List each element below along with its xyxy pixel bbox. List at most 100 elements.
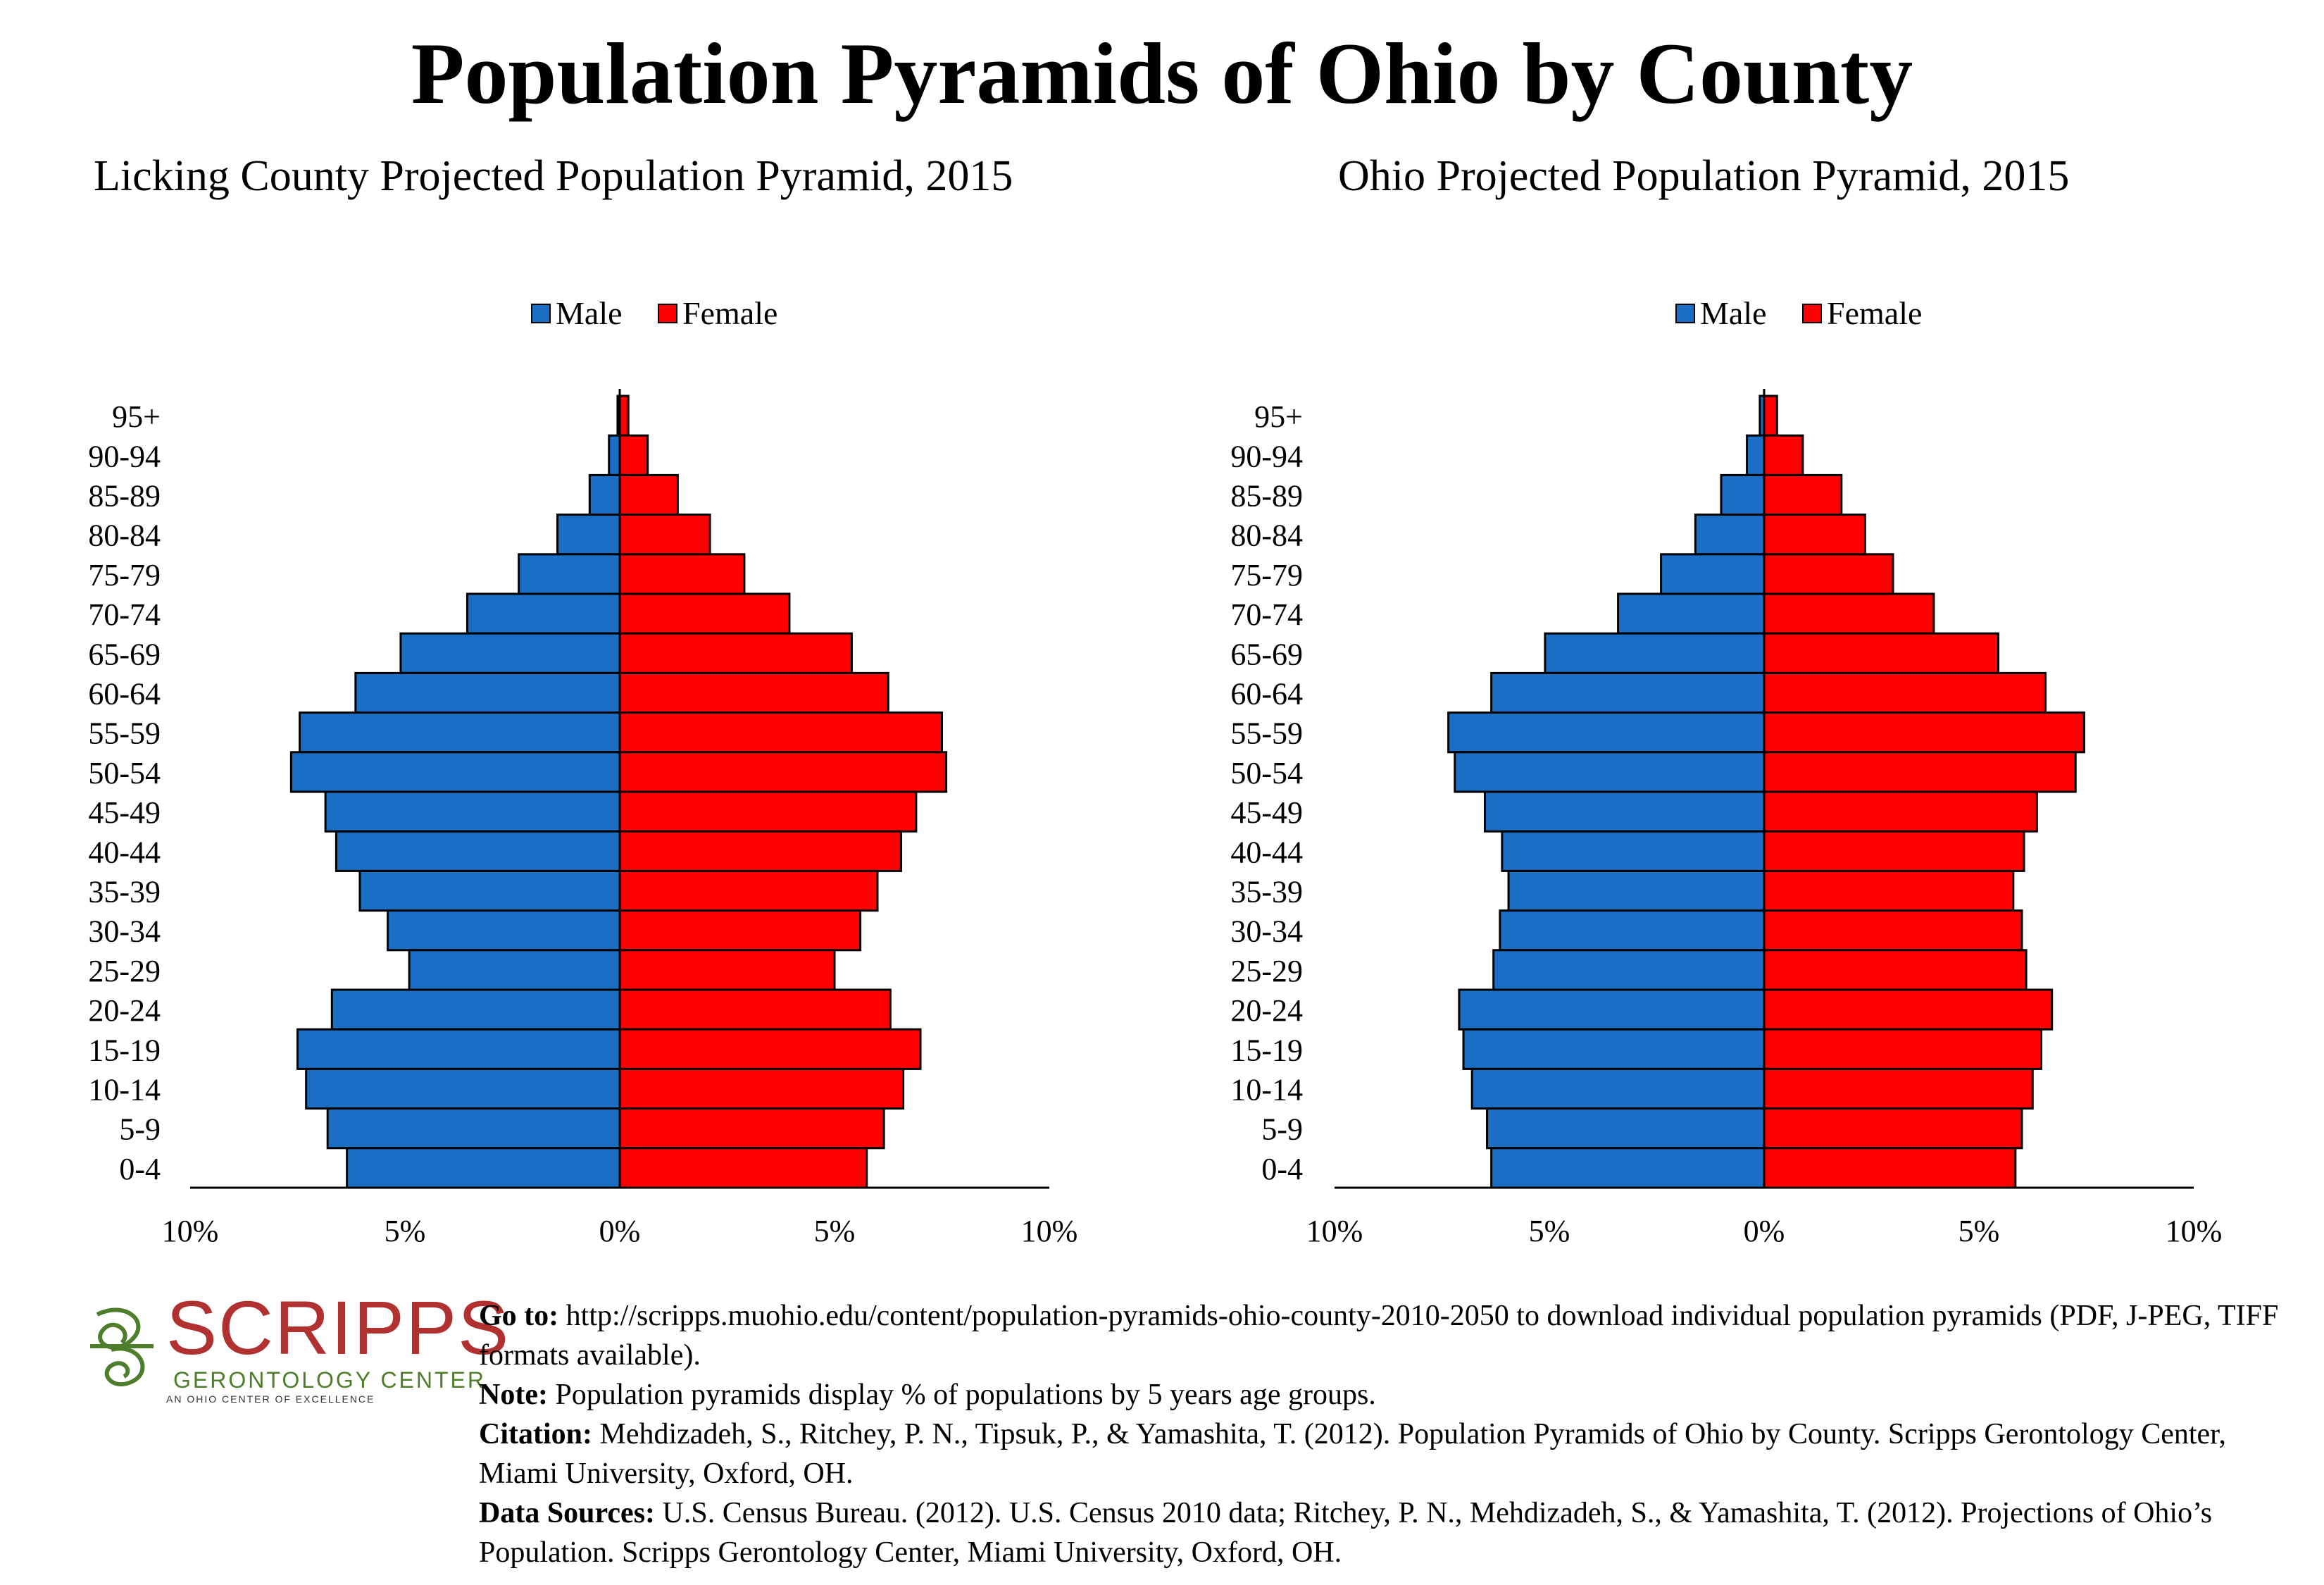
chart-1-x-tick-label: 5% bbox=[385, 1214, 426, 1248]
chart-2-bar-female-20-24 bbox=[1763, 988, 2054, 1031]
chart-2-age-label: 0-4 bbox=[1261, 1152, 1303, 1186]
logo-swirl-icon bbox=[90, 1307, 154, 1387]
chart-2-age-label: 25-29 bbox=[1230, 954, 1303, 988]
sources-label: Data Sources: bbox=[479, 1497, 656, 1529]
chart-2-bar-male-35-39 bbox=[1507, 869, 1766, 912]
chart-1-bar-female-90-94 bbox=[618, 434, 649, 476]
chart-2-age-label: 70-74 bbox=[1230, 597, 1303, 632]
chart-2-age-label: 65-69 bbox=[1230, 637, 1303, 671]
chart-2-legend-label-male: Male bbox=[1700, 295, 1767, 331]
chart-1-bar-female-75-79 bbox=[618, 553, 746, 595]
chart-2-x-tick-label: 5% bbox=[1529, 1214, 1570, 1248]
chart-1-bar-male-15-19 bbox=[296, 1028, 621, 1070]
chart-1-bar-male-70-74 bbox=[466, 592, 621, 635]
footer-goto: Go to: http://scripps.muohio.edu/content… bbox=[479, 1296, 2303, 1375]
chart-2-x-tick-label: 10% bbox=[1306, 1214, 1363, 1248]
chart-1-bar-female-85-89 bbox=[618, 473, 679, 516]
chart-1-age-label: 50-54 bbox=[88, 756, 161, 790]
chart-1-bar-female-20-24 bbox=[618, 988, 892, 1031]
chart-1-age-label: 15-19 bbox=[88, 1033, 161, 1067]
chart-1-title: Licking County Projected Population Pyra… bbox=[94, 152, 1013, 200]
chart-1-age-label: 85-89 bbox=[88, 479, 161, 514]
chart-1-x-tick-label: 10% bbox=[162, 1214, 219, 1248]
chart-1-bar-female-80-84 bbox=[618, 514, 711, 556]
chart-1-age-label: 25-29 bbox=[88, 954, 161, 988]
chart-1-bar-female-5-9 bbox=[618, 1107, 885, 1150]
chart-2-bar-male-20-24 bbox=[1458, 988, 1766, 1031]
chart-2-bar-female-65-69 bbox=[1763, 632, 1999, 674]
chart-2-age-label: 30-34 bbox=[1230, 914, 1303, 949]
chart-1-age-label: 40-44 bbox=[88, 835, 161, 869]
chart-2-age-label: 85-89 bbox=[1230, 479, 1303, 514]
goto-text: http://scripps.muohio.edu/content/popula… bbox=[479, 1300, 2279, 1372]
chart-2-title: Ohio Projected Population Pyramid, 2015 bbox=[1338, 152, 2069, 200]
chart-1-legend-label-male: Male bbox=[556, 295, 623, 331]
chart-1-bar-female-10-14 bbox=[618, 1067, 905, 1110]
chart-2-bar-female-95+ bbox=[1763, 394, 1778, 437]
chart-2-legend-swatch-male bbox=[1675, 304, 1695, 323]
chart-1-age-label: 90-94 bbox=[88, 439, 161, 473]
chart-1-age-label: 45-49 bbox=[88, 795, 161, 830]
chart-1-bar-male-40-44 bbox=[335, 830, 621, 872]
chart-2-bar-female-70-74 bbox=[1763, 592, 1935, 635]
chart-2-age-label: 45-49 bbox=[1230, 795, 1303, 830]
chart-2-bar-female-75-79 bbox=[1763, 553, 1894, 595]
chart-2-x-tick-label: 0% bbox=[1744, 1214, 1785, 1248]
chart-1-bar-female-95+ bbox=[618, 394, 630, 437]
chart-1-legend-label-female: Female bbox=[682, 295, 777, 331]
chart-2-age-label: 40-44 bbox=[1230, 835, 1303, 869]
logo-name: SCRIPPS bbox=[166, 1285, 511, 1370]
chart-2-bar-male-65-69 bbox=[1544, 632, 1766, 674]
chart-2-bar-male-5-9 bbox=[1486, 1107, 1766, 1150]
chart-2-bar-male-15-19 bbox=[1462, 1028, 1766, 1070]
chart-2-bar-female-85-89 bbox=[1763, 473, 1843, 516]
chart-2-age-label: 15-19 bbox=[1230, 1033, 1303, 1067]
chart-2-age-label: 75-79 bbox=[1230, 558, 1303, 592]
chart-2-age-label: 10-14 bbox=[1230, 1073, 1303, 1107]
citation-text: Mehdizadeh, S., Ritchey, P. N., Tipsuk, … bbox=[479, 1418, 2226, 1490]
chart-1-bar-female-15-19 bbox=[618, 1028, 922, 1070]
chart-1-bar-male-5-9 bbox=[326, 1107, 621, 1150]
chart-1-legend-swatch-female bbox=[658, 304, 677, 323]
chart-1-age-label: 30-34 bbox=[88, 914, 161, 949]
chart-2-bar-female-15-19 bbox=[1763, 1028, 2042, 1070]
chart-2-bar-male-70-74 bbox=[1617, 592, 1766, 635]
chart-1-bar-male-85-89 bbox=[588, 473, 621, 516]
chart-2-bar-female-55-59 bbox=[1763, 711, 2085, 754]
main-title: Population Pyramids of Ohio by County bbox=[411, 25, 1913, 122]
chart-1-bar-male-45-49 bbox=[324, 790, 621, 833]
chart-1-age-label: 75-79 bbox=[88, 558, 161, 592]
scripps-logo: SCRIPPS GERONTOLOGY CENTER AN OHIO CENTE… bbox=[83, 1289, 508, 1405]
chart-1-bar-male-60-64 bbox=[354, 671, 621, 714]
chart-1-bar-male-30-34 bbox=[387, 909, 621, 952]
chart-1-age-label: 70-74 bbox=[88, 597, 161, 632]
chart-1-bar-female-50-54 bbox=[618, 751, 948, 793]
chart-1-bar-female-25-29 bbox=[618, 949, 836, 991]
chart-2-bar-female-30-34 bbox=[1763, 909, 2023, 952]
chart-1-bar-female-40-44 bbox=[618, 830, 903, 872]
note-label: Note: bbox=[479, 1379, 548, 1411]
chart-1-bar-female-45-49 bbox=[618, 790, 918, 833]
chart-1-bar-male-35-39 bbox=[358, 869, 621, 912]
chart-2-bar-male-0-4 bbox=[1490, 1147, 1766, 1189]
chart-1-bar-female-60-64 bbox=[618, 671, 889, 714]
chart-1-bar-male-65-69 bbox=[399, 632, 621, 674]
chart-1-x-tick-label: 5% bbox=[814, 1214, 856, 1248]
footer-sources: Data Sources: U.S. Census Bureau. (2012)… bbox=[479, 1493, 2303, 1572]
chart-1-bar-female-65-69 bbox=[618, 632, 853, 674]
chart-2-bar-female-25-29 bbox=[1763, 949, 2028, 991]
chart-2-bar-male-50-54 bbox=[1454, 751, 1766, 793]
chart-1-age-label: 10-14 bbox=[88, 1073, 161, 1107]
chart-1-age-label: 0-4 bbox=[119, 1152, 161, 1186]
chart-1-bar-female-70-74 bbox=[618, 592, 791, 635]
chart-2-age-label: 95+ bbox=[1254, 399, 1303, 434]
chart-1-age-label: 80-84 bbox=[88, 518, 161, 553]
chart-2-bar-female-60-64 bbox=[1763, 671, 2047, 714]
chart-2-bar-male-75-79 bbox=[1660, 553, 1766, 595]
chart-2-bar-female-90-94 bbox=[1763, 434, 1804, 476]
chart-1-bar-male-10-14 bbox=[305, 1067, 621, 1110]
chart-1-bar-male-0-4 bbox=[346, 1147, 621, 1189]
chart-2-bar-female-80-84 bbox=[1763, 514, 1866, 556]
footer-note: Note: Population pyramids display % of p… bbox=[479, 1375, 2303, 1415]
chart-1-legend-swatch-male bbox=[531, 304, 551, 323]
